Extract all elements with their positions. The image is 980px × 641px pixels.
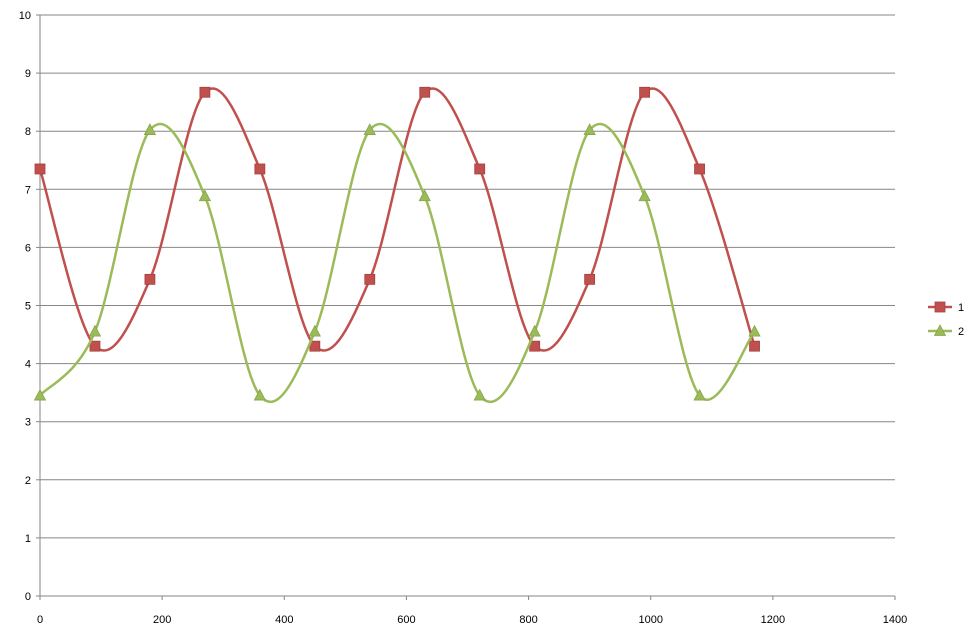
y-tick-label: 3 [25, 417, 31, 429]
y-tick-label: 2 [25, 475, 31, 487]
data-point [694, 163, 705, 175]
y-tick-label: 4 [25, 359, 31, 371]
data-point [33, 388, 47, 401]
data-point [364, 273, 376, 285]
data-point [253, 388, 267, 401]
legend-marker [934, 301, 946, 313]
y-tick-label: 1 [25, 533, 31, 545]
legend: 12 [928, 301, 964, 338]
data-point [143, 123, 157, 135]
axes [36, 14, 896, 600]
data-point [748, 324, 761, 337]
data-point [693, 388, 706, 401]
series-1 [34, 86, 760, 352]
data-point [638, 189, 651, 202]
data-point [144, 273, 156, 285]
data-point [308, 324, 321, 337]
x-tick-label: 800 [519, 614, 537, 626]
x-tick-label: 0 [37, 614, 43, 626]
data-point [199, 86, 211, 98]
y-tick-label: 10 [19, 10, 31, 22]
gridlines [40, 14, 895, 539]
series-layer [33, 86, 761, 403]
data-point [198, 189, 212, 202]
data-point [584, 273, 596, 285]
series-line-2 [39, 122, 756, 403]
data-point [254, 163, 266, 175]
data-point [419, 86, 431, 98]
data-point [88, 324, 102, 337]
y-tick-label: 7 [25, 184, 31, 196]
x-tick-label: 1200 [761, 614, 785, 626]
y-tick-label: 9 [25, 68, 31, 80]
legend-entry-2: 2 [928, 324, 964, 338]
data-point [749, 340, 760, 352]
legend-marker [933, 324, 947, 336]
series-line-1 [38, 87, 756, 352]
x-tick-label: 600 [397, 614, 415, 626]
data-point [639, 86, 651, 98]
x-tick-labels: 0 200 400 600 800 1000 1200 1400 [37, 614, 907, 626]
data-point [418, 189, 431, 202]
x-tick-label: 1000 [638, 614, 662, 626]
data-point [34, 163, 46, 175]
legend-label: 2 [958, 326, 964, 338]
legend-label: 1 [958, 302, 964, 314]
x-tick-label: 1400 [883, 614, 907, 626]
data-point [474, 163, 486, 175]
data-point [89, 340, 101, 352]
y-tick-label: 6 [25, 242, 31, 254]
data-point [583, 123, 596, 135]
y-tick-labels: 0 1 2 3 4 5 6 7 8 9 10 [19, 10, 31, 603]
x-tick-label: 400 [275, 614, 293, 626]
y-tick-label: 8 [25, 126, 31, 138]
legend-entry-1: 1 [928, 301, 964, 314]
y-tick-label: 0 [25, 591, 31, 603]
data-point [363, 123, 376, 135]
y-tick-label: 5 [25, 301, 31, 313]
x-tick-label: 200 [153, 614, 171, 626]
series-2 [33, 122, 761, 403]
data-point [528, 324, 541, 337]
data-point [473, 388, 486, 401]
